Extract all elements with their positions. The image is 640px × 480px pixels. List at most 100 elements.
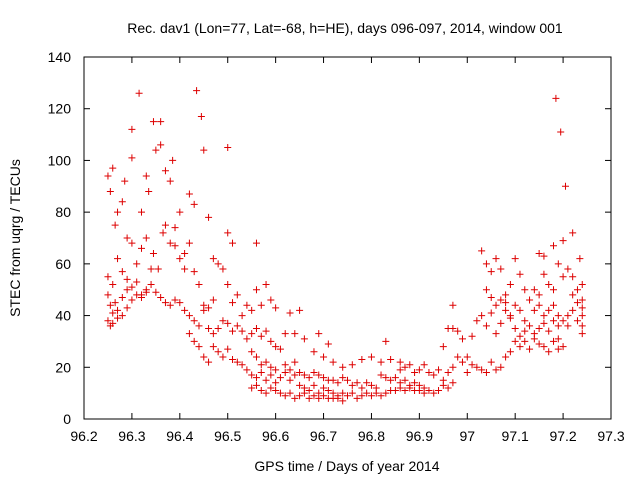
data-point: [506, 281, 514, 289]
data-point: [133, 278, 141, 286]
data-point: [114, 306, 122, 314]
data-point: [482, 368, 490, 376]
data-point: [578, 330, 586, 338]
data-point: [502, 299, 510, 307]
data-point: [454, 327, 462, 335]
data-point: [492, 366, 500, 374]
x-tick-label: 97: [459, 428, 475, 444]
data-point: [569, 291, 577, 299]
data-point: [420, 389, 428, 397]
data-point: [569, 306, 577, 314]
data-point: [449, 379, 457, 387]
data-point: [550, 317, 558, 325]
data-point: [482, 286, 490, 294]
data-point: [305, 374, 313, 382]
data-point: [353, 394, 361, 402]
data-point: [444, 368, 452, 376]
data-point: [133, 260, 141, 268]
data-point: [540, 319, 548, 327]
y-tick-label: 100: [48, 152, 72, 168]
y-tick-label: 60: [55, 256, 71, 272]
data-point: [159, 229, 167, 237]
data-point: [324, 340, 332, 348]
data-point: [540, 312, 548, 320]
data-point: [291, 330, 299, 338]
data-point: [176, 255, 184, 263]
data-point: [320, 353, 328, 361]
data-point: [554, 345, 562, 353]
data-point: [540, 343, 548, 351]
data-point: [233, 322, 241, 330]
data-point: [516, 270, 524, 278]
data-point: [425, 387, 433, 395]
data-point: [185, 239, 193, 247]
data-point: [545, 281, 553, 289]
data-point: [214, 348, 222, 356]
data-point: [511, 255, 519, 263]
data-point: [578, 296, 586, 304]
data-point: [300, 371, 308, 379]
data-point: [262, 281, 270, 289]
data-point: [473, 317, 481, 325]
x-tick-label: 96.8: [358, 428, 385, 444]
x-tick-label: 96.4: [166, 428, 193, 444]
data-point: [458, 358, 466, 366]
data-point: [267, 363, 275, 371]
data-point: [195, 281, 203, 289]
data-point: [209, 296, 217, 304]
y-tick-label: 80: [55, 204, 71, 220]
data-point: [363, 389, 371, 397]
data-point: [367, 392, 375, 400]
data-point: [262, 327, 270, 335]
data-point: [229, 356, 237, 364]
data-point: [281, 330, 289, 338]
data-point: [248, 348, 256, 356]
data-point: [147, 265, 155, 273]
data-point: [276, 374, 284, 382]
data-point: [109, 319, 117, 327]
data-point: [554, 335, 562, 343]
data-point: [526, 296, 534, 304]
data-point: [276, 345, 284, 353]
data-point: [257, 368, 265, 376]
data-point: [573, 317, 581, 325]
data-point: [315, 371, 323, 379]
data-point: [161, 221, 169, 229]
data-point: [276, 389, 284, 397]
data-point: [118, 312, 126, 320]
data-point: [109, 164, 117, 172]
data-point: [564, 312, 572, 320]
data-point: [324, 387, 332, 395]
data-point: [578, 304, 586, 312]
data-point: [363, 379, 371, 387]
data-point: [209, 343, 217, 351]
data-point: [482, 322, 490, 330]
data-point: [154, 265, 162, 273]
data-point: [458, 335, 466, 343]
data-point: [502, 353, 510, 361]
data-point: [238, 361, 246, 369]
data-point: [128, 125, 136, 133]
data-point: [248, 306, 256, 314]
data-point: [147, 281, 155, 289]
data-point: [181, 265, 189, 273]
data-point: [257, 361, 265, 369]
data-point: [200, 146, 208, 154]
x-tick-label: 96.6: [262, 428, 289, 444]
data-point: [128, 239, 136, 247]
data-point: [391, 387, 399, 395]
data-point: [185, 330, 193, 338]
data-point: [511, 325, 519, 332]
data-point: [521, 337, 529, 345]
data-point: [300, 389, 308, 397]
data-point: [149, 250, 157, 258]
data-point: [123, 234, 131, 242]
data-point: [281, 361, 289, 369]
data-point: [554, 260, 562, 268]
data-point: [387, 356, 395, 364]
data-point: [411, 379, 419, 387]
data-point: [439, 381, 447, 389]
data-point: [214, 325, 222, 332]
data-point: [128, 296, 136, 304]
data-point: [118, 198, 126, 206]
